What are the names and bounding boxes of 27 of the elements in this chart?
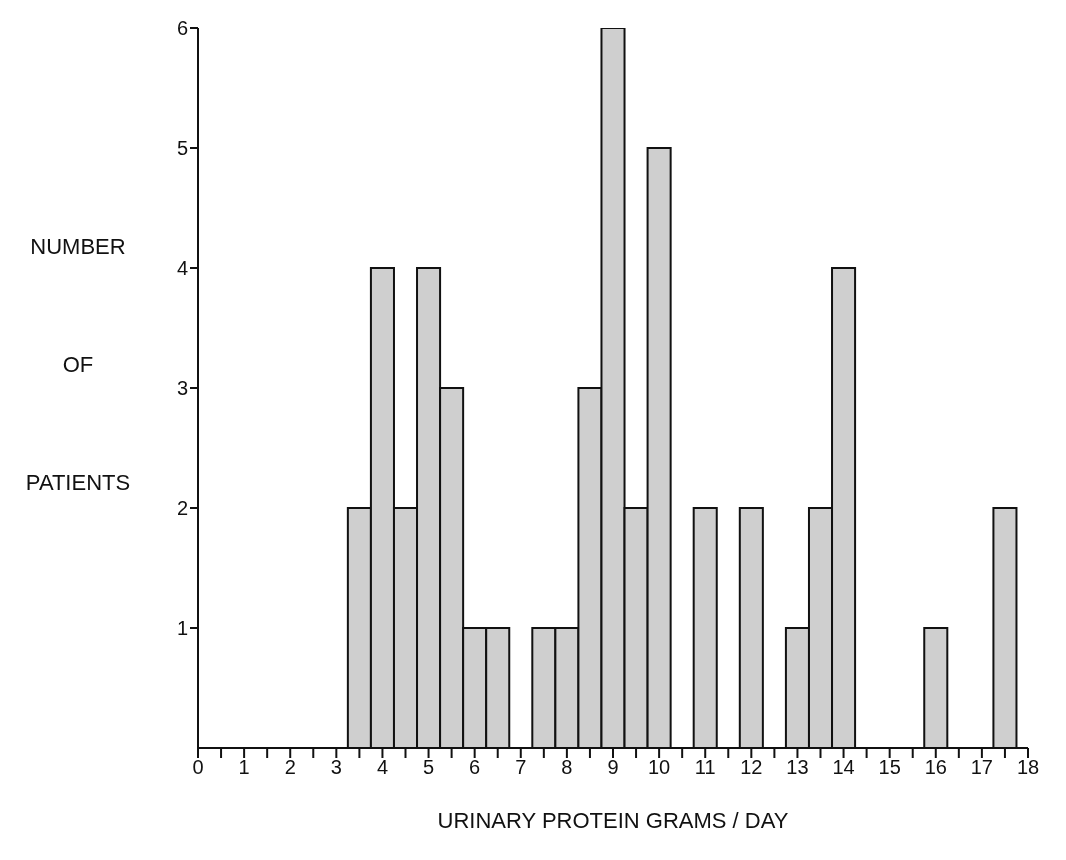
x-tick-label: 7 bbox=[515, 756, 527, 779]
x-tick-label: 0 bbox=[192, 756, 204, 779]
x-tick-label: 3 bbox=[330, 756, 342, 779]
x-axis-title: URINARY PROTEIN GRAMS / DAY bbox=[437, 808, 789, 833]
x-tick-label: 15 bbox=[878, 756, 901, 779]
x-tick-label: 17 bbox=[970, 756, 994, 779]
x-tick-label: 9 bbox=[607, 756, 619, 779]
x-tick-label: 6 bbox=[469, 756, 481, 779]
y-tick-label: 2 bbox=[176, 497, 188, 520]
x-tick-label: 8 bbox=[561, 756, 573, 779]
x-tick-label: 2 bbox=[284, 756, 296, 779]
y-tick-label: 1 bbox=[176, 617, 188, 640]
x-tick-label: 14 bbox=[832, 756, 855, 779]
x-tick-label: 5 bbox=[422, 756, 435, 779]
x-tick-label: 11 bbox=[694, 756, 716, 779]
y-tick-label: 5 bbox=[176, 137, 188, 160]
text: NUMBER OF PATIENTS bbox=[25, 234, 131, 495]
x-tick-label: 16 bbox=[924, 756, 947, 779]
x-tick-label: 1 bbox=[238, 756, 250, 779]
x-tick-label: 18 bbox=[1016, 756, 1040, 779]
x-tick-label: 12 bbox=[740, 756, 763, 779]
y-tick-label: 4 bbox=[176, 257, 188, 280]
x-tick-label: 4 bbox=[376, 756, 389, 779]
x-tick-label: 10 bbox=[647, 756, 671, 779]
y-tick-label: 6 bbox=[176, 17, 188, 40]
y-tick-label: 3 bbox=[176, 377, 188, 400]
x-tick-label: 13 bbox=[786, 756, 809, 779]
